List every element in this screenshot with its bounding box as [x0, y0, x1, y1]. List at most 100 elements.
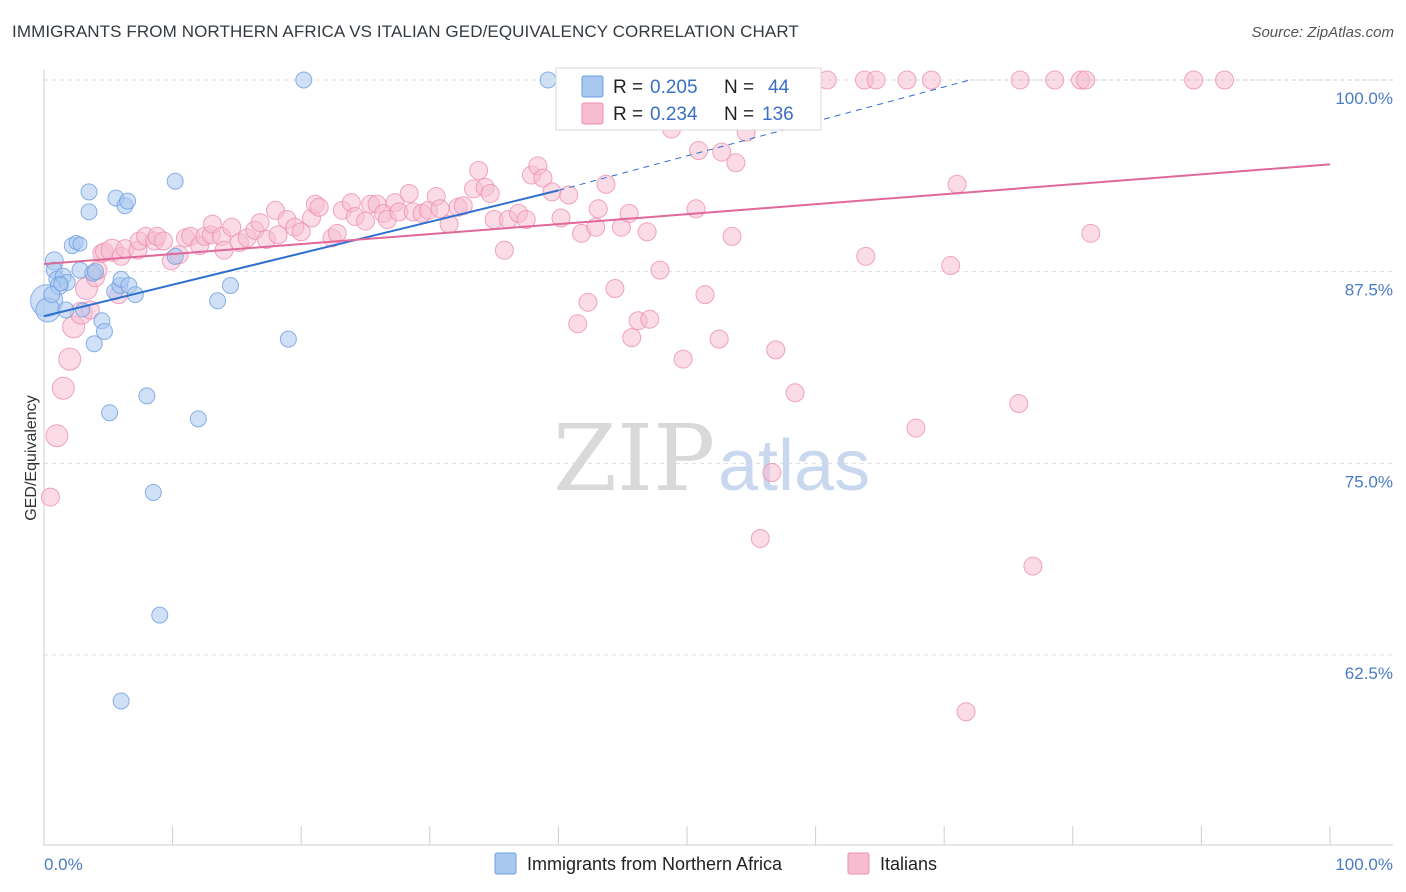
immigrants-point: [101, 404, 119, 422]
trend-line-immigrants: [43, 189, 559, 318]
immigrants-point: [138, 387, 156, 405]
series-italians-points: [40, 70, 1235, 722]
italians-point: [650, 260, 670, 280]
y-tick-label-2: 87.5%: [1345, 281, 1393, 300]
italians-point: [637, 222, 657, 242]
italians-point: [533, 168, 553, 188]
legend-n-label-2: N =: [724, 104, 754, 125]
italians-point: [605, 279, 625, 299]
italians-point: [1009, 394, 1029, 414]
immigrants-point: [166, 172, 184, 190]
immigrants-point: [144, 483, 162, 501]
gridlines: [44, 79, 1393, 656]
trend-line-italians: [43, 163, 1331, 265]
italians-point: [222, 217, 242, 237]
italians-point: [785, 383, 805, 403]
legend-label-immigrants: Immigrants from Northern Africa: [527, 854, 783, 874]
y-tick-label-0: 62.5%: [1345, 664, 1393, 683]
source-credit: Source: ZipAtlas.com: [1251, 24, 1394, 41]
immigrants-point: [166, 247, 184, 265]
italians-point: [750, 528, 770, 548]
italians-point: [689, 141, 709, 161]
italians-point: [154, 231, 174, 251]
immigrants-point: [209, 292, 227, 310]
italians-point: [399, 183, 419, 203]
italians-point: [766, 340, 786, 360]
immigrants-point: [43, 286, 61, 304]
italians-point: [856, 246, 876, 266]
immigrants-point: [72, 236, 88, 252]
series-legend: Immigrants from Northern Africa Italians: [494, 852, 937, 875]
immigrants-point: [295, 71, 313, 89]
italians-point: [480, 183, 500, 203]
italians-point: [586, 217, 606, 237]
italians-point: [327, 223, 347, 243]
italians-point: [568, 314, 588, 334]
legend-n-value-1: 44: [768, 77, 790, 98]
italians-point: [1081, 223, 1101, 243]
italians-point: [51, 376, 75, 400]
series-immigrants-points: [30, 71, 557, 710]
italians-point: [40, 487, 60, 507]
y-axis-label: GED/Equivalency: [23, 395, 40, 520]
trend-line-immigrants-extension: [558, 79, 971, 191]
italians-point: [673, 349, 693, 369]
italians-point: [956, 702, 976, 722]
legend-swatch-immigrants: [494, 852, 517, 875]
trend-lines: [43, 79, 1393, 318]
legend-swatch-blue: [581, 75, 604, 98]
immigrants-point: [539, 71, 557, 89]
x-tick-label-max: 100.0%: [1335, 855, 1393, 874]
italians-point: [58, 347, 82, 371]
italians-point: [947, 174, 967, 194]
italians-point: [1076, 70, 1096, 90]
legend-label-italians: Italians: [880, 854, 937, 874]
watermark-zip: ZIP: [553, 405, 715, 512]
italians-point: [709, 329, 729, 349]
italians-point: [762, 463, 782, 483]
legend-r-label-2: R =: [613, 104, 643, 125]
immigrants-point: [80, 183, 98, 201]
italians-point: [559, 185, 579, 205]
italians-point: [469, 160, 489, 180]
italians-point: [356, 211, 375, 231]
italians-point: [695, 285, 715, 305]
italians-point: [897, 70, 917, 90]
italians-point: [45, 424, 69, 448]
y-tick-label-1: 75.0%: [1345, 472, 1393, 491]
legend-n-value-2: 136: [762, 104, 794, 125]
immigrants-point: [80, 203, 98, 221]
italians-point: [291, 222, 311, 242]
italians-point: [268, 225, 288, 245]
italians-point: [941, 256, 961, 276]
legend-swatch-italians: [847, 852, 870, 875]
watermark-atlas: atlas: [718, 426, 870, 506]
italians-point: [640, 309, 660, 329]
x-tick-label-min: 0.0%: [44, 855, 83, 874]
immigrants-point: [53, 276, 69, 292]
italians-point: [866, 70, 886, 90]
immigrants-point: [279, 330, 297, 348]
legend-swatch-pink: [581, 102, 604, 125]
x-axis-ticks: [43, 826, 1331, 845]
italians-point: [494, 240, 514, 260]
immigrants-point: [119, 192, 137, 210]
italians-point: [622, 328, 642, 348]
italians-point: [516, 210, 536, 230]
italians-point: [1023, 556, 1043, 576]
immigrants-point: [86, 263, 104, 281]
italians-point: [726, 153, 746, 173]
italians-point: [722, 226, 742, 246]
axes: [43, 70, 1393, 846]
italians-point: [551, 208, 571, 228]
italians-point: [250, 213, 270, 233]
y-axis-tick-labels: 62.5% 75.0% 87.5% 100.0%: [1335, 89, 1393, 683]
chart-title: IMMIGRANTS FROM NORTHERN AFRICA VS ITALI…: [12, 22, 799, 41]
immigrants-point: [189, 410, 207, 428]
legend-r-value-2: 0.234: [650, 104, 698, 125]
immigrants-point: [85, 335, 103, 353]
italians-point: [453, 196, 473, 216]
italians-point: [596, 174, 616, 194]
immigrants-point: [221, 276, 239, 294]
italians-point: [309, 197, 329, 217]
